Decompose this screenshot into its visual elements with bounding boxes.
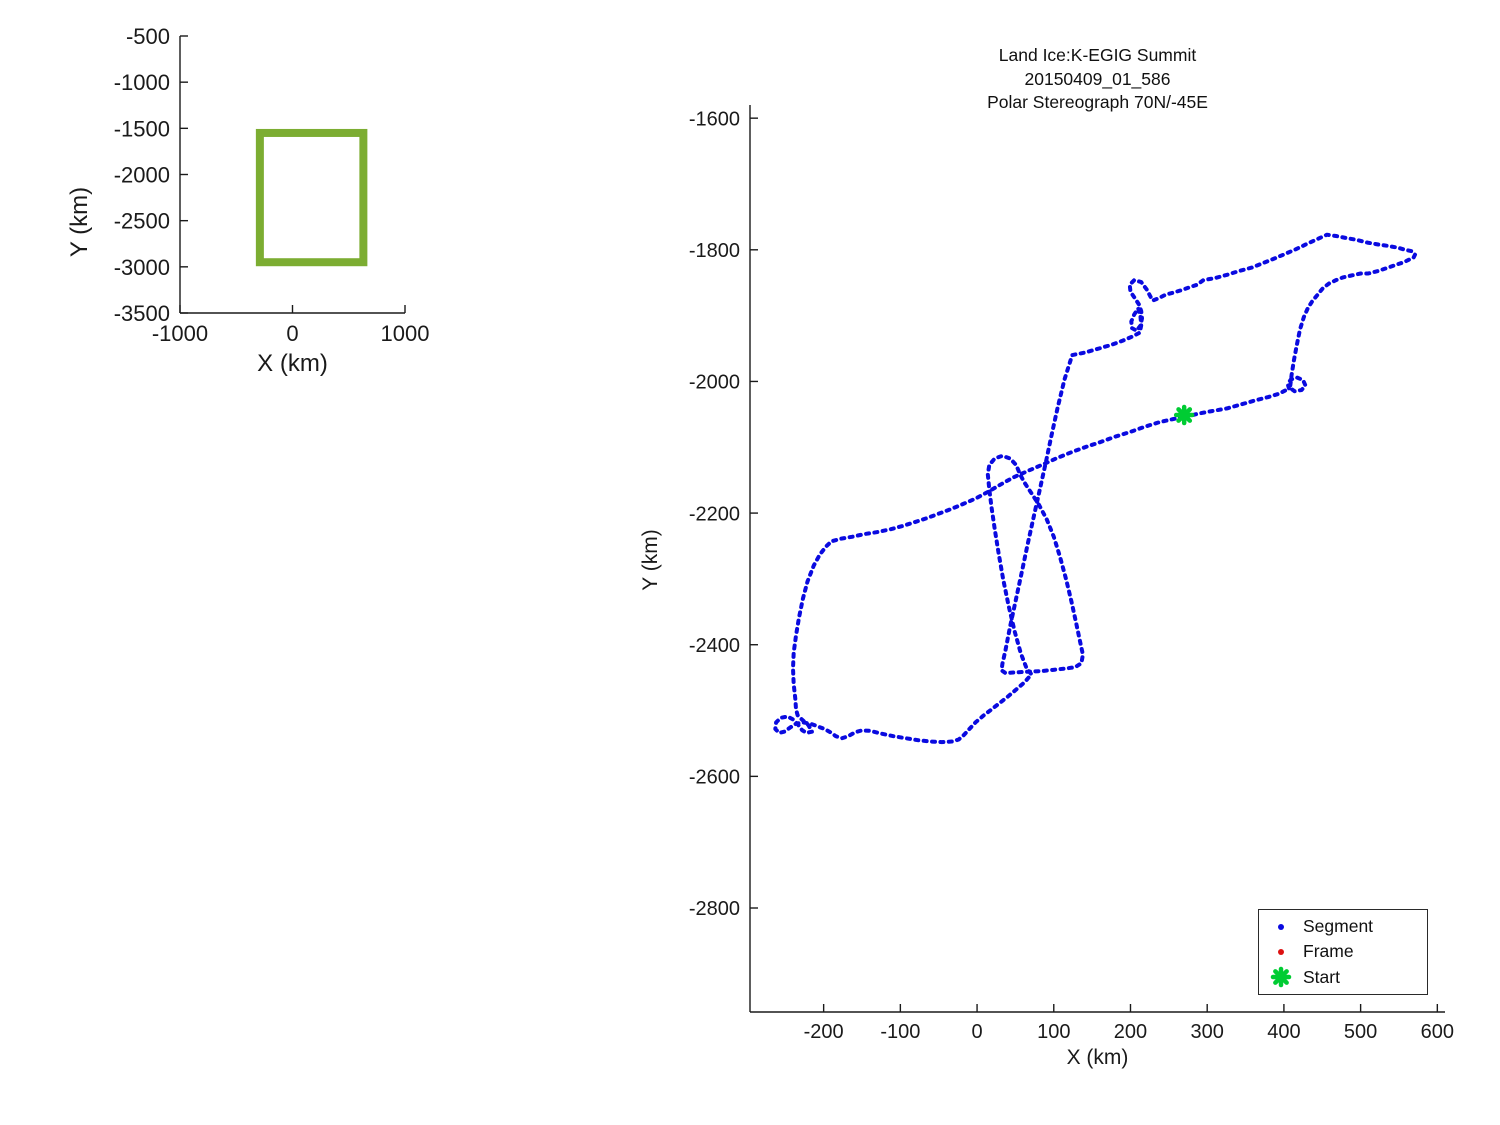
- frame-dot-icon: [1259, 948, 1303, 955]
- x-tick-label: -100: [880, 1021, 920, 1043]
- legend-item-segment: Segment: [1259, 915, 1427, 939]
- y-tick-label: -2000: [114, 162, 170, 187]
- legend-label-segment: Segment: [1303, 916, 1374, 937]
- y-tick-label: -2400: [689, 635, 740, 657]
- y-tick-label: -2500: [114, 209, 170, 234]
- x-tick-label: 500: [1344, 1021, 1377, 1043]
- x-tick-label: 600: [1421, 1021, 1454, 1043]
- x-tick-label: 1000: [381, 321, 430, 346]
- inset-x-axis-label: X (km): [257, 350, 328, 377]
- inset-axes-svg: -1000 0 1000 -500 -1000 -1500 -2000 -2500 -3000 -…: [114, 24, 430, 346]
- segment-dot-icon: [1259, 923, 1303, 930]
- y-tick-label: -1600: [689, 108, 740, 130]
- y-tick-label: -3000: [114, 255, 170, 280]
- x-tick-label: -1000: [152, 321, 208, 346]
- legend-label-start: Start: [1303, 966, 1340, 987]
- legend-item-frame: Frame: [1259, 940, 1427, 964]
- plot-title-line-3: Polar Stereograph 70N/-45E: [987, 92, 1208, 112]
- y-tick-label: -3500: [114, 301, 170, 326]
- x-tick-label: 300: [1191, 1021, 1224, 1043]
- y-tick-label: -2200: [689, 503, 740, 525]
- x-tick-label: 200: [1114, 1021, 1147, 1043]
- y-tick-label: -1000: [114, 70, 170, 95]
- plot-title-line-1: Land Ice:K-EGIG Summit: [998, 45, 1197, 65]
- y-tick-label: -500: [126, 24, 170, 49]
- plot-title: Land Ice:K-EGIG Summit 20150409_01_586 P…: [750, 44, 1445, 115]
- y-tick-label: -1500: [114, 116, 170, 141]
- legend-start-marker: [1273, 969, 1289, 986]
- start-marker: [1176, 407, 1193, 423]
- main-y-axis-label: Y (km): [639, 529, 662, 591]
- x-tick-label: 0: [972, 1021, 983, 1043]
- plot-title-line-2: 20150409_01_586: [1024, 68, 1171, 89]
- y-tick-label: -2000: [689, 372, 740, 394]
- legend-item-start: Start: [1259, 965, 1427, 989]
- x-tick-label: -200: [804, 1021, 844, 1043]
- x-tick-label: 0: [286, 321, 298, 346]
- y-tick-label: -2600: [689, 767, 740, 789]
- x-tick-label: 100: [1037, 1021, 1070, 1043]
- legend: Segment Frame Start: [1258, 909, 1428, 995]
- y-tick-label: -1800: [689, 240, 740, 262]
- y-tick-label: -2800: [689, 898, 740, 920]
- flight-track: [773, 232, 1418, 745]
- legend-label-frame: Frame: [1303, 941, 1354, 962]
- x-tick-label: 400: [1267, 1021, 1300, 1043]
- flight-region-rect: [255, 128, 368, 267]
- main-x-axis-label: X (km): [1066, 1046, 1129, 1069]
